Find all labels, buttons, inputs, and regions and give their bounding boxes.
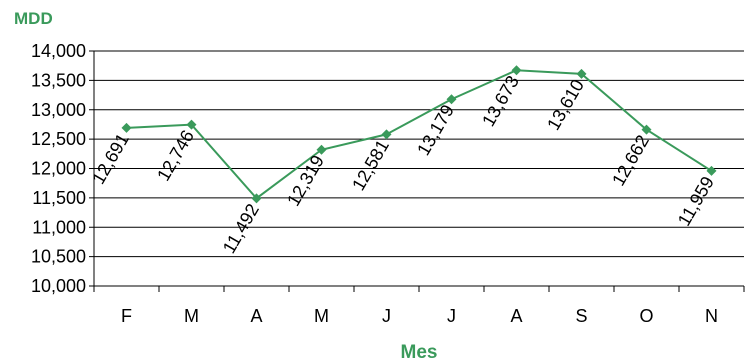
x-tick-label: A — [250, 306, 262, 326]
data-label: 12,662 — [608, 132, 653, 190]
data-point — [706, 165, 717, 176]
data-point — [511, 65, 522, 76]
y-tick-labels: 10,000 10,500 11,000 11,500 12,000 12,500 13,0… — [31, 41, 86, 296]
x-axis-title: Mes — [401, 342, 438, 363]
data-label: 13,610 — [543, 76, 588, 134]
data-label: 11,959 — [674, 173, 718, 230]
y-tick-label: 13,500 — [31, 70, 86, 90]
y-tick-label: 14,000 — [31, 41, 86, 61]
y-tick-label: 10,500 — [31, 247, 86, 267]
data-point — [316, 144, 327, 155]
x-tick-label: J — [447, 306, 456, 326]
x-tick-label: O — [639, 306, 653, 326]
series-path — [126, 69, 713, 200]
x-tick-label: S — [575, 306, 587, 326]
y-tick-label: 13,000 — [31, 100, 86, 120]
x-tick-label: A — [510, 306, 522, 326]
x-tick-label: N — [705, 306, 718, 326]
data-label: 12,581 — [348, 136, 393, 194]
data-label: 12,691 — [88, 130, 133, 188]
data-point — [251, 193, 262, 204]
data-point — [381, 129, 392, 140]
data-label: 12,746 — [153, 127, 198, 185]
y-tick-label: 10,000 — [31, 276, 86, 296]
data-label: 12,319 — [283, 152, 328, 210]
gridlines — [94, 50, 744, 258]
axes — [89, 50, 745, 292]
data-label: 11,492 — [219, 200, 263, 257]
data-point — [576, 68, 587, 79]
y-tick-label: 11,500 — [32, 188, 86, 208]
data-point — [446, 94, 457, 105]
x-tick-label: M — [314, 306, 329, 326]
x-tick-label: J — [382, 306, 391, 326]
x-tick-label: M — [184, 306, 199, 326]
y-tick-label: 12,000 — [31, 159, 86, 179]
data-point — [641, 124, 652, 135]
x-tick-label: F — [121, 306, 132, 326]
y-tick-label: 11,000 — [32, 217, 86, 237]
y-tick-label: 12,500 — [31, 129, 86, 149]
data-point — [186, 119, 197, 130]
series-line — [121, 65, 717, 204]
data-point — [121, 122, 132, 133]
y-axis-title: MDD — [14, 9, 53, 28]
